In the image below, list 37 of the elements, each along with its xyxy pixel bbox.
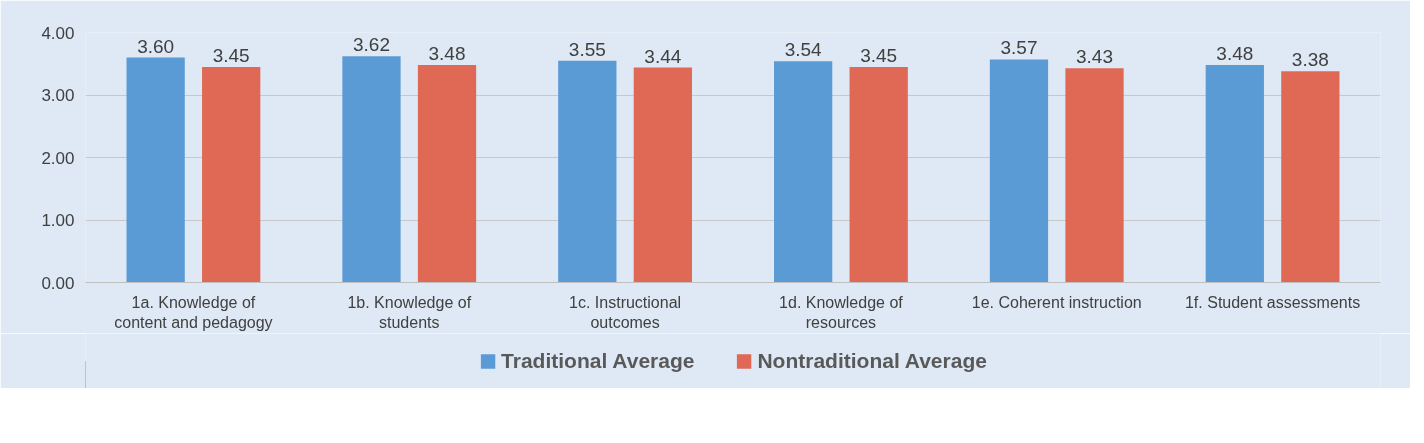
- data-label: 3.62: [352, 34, 390, 56]
- y-tick-label: 1.00: [41, 211, 75, 230]
- x-tick-label: 1f. Student assessments: [1184, 293, 1361, 311]
- y-tick-label: 2.00: [41, 148, 75, 168]
- x-tick-label: 1d. Knowledge of resources: [779, 293, 904, 331]
- bar: [989, 59, 1049, 283]
- bar: [849, 66, 908, 283]
- bar: [417, 65, 477, 283]
- x-tick-label: 1a. Knowledge of content and pedagogy: [114, 293, 273, 331]
- data-label: 3.54: [784, 39, 823, 61]
- data-label: 3.48: [1216, 43, 1254, 64]
- bar: [633, 67, 692, 283]
- y-tick-label: 4.00: [41, 23, 75, 43]
- data-label: 3.38: [1291, 49, 1329, 71]
- bar: [126, 57, 185, 283]
- data-label: 3.43: [1076, 46, 1114, 68]
- bar: [1205, 65, 1264, 283]
- data-label: 3.44: [644, 45, 682, 67]
- legend-label: Nontraditional Average: [757, 348, 987, 373]
- x-tick-label: 1b. Knowledge of students: [347, 293, 472, 331]
- legend-label: Traditional Average: [501, 348, 695, 373]
- x-tick-label: 1c. Instructional outcomes: [569, 293, 682, 331]
- x-tick-label: 1e. Coherent instruction: [971, 293, 1142, 311]
- bar: [202, 66, 261, 283]
- data-label: 3.57: [1000, 37, 1038, 59]
- data-label: 3.48: [428, 43, 466, 64]
- y-tick-label: 0.00: [41, 273, 75, 293]
- y-tick-label: 3.00: [41, 86, 75, 105]
- data-label: 3.55: [568, 38, 606, 60]
- bar: [342, 56, 401, 283]
- bar: [1281, 71, 1340, 283]
- bar: [558, 60, 617, 283]
- data-label: 3.60: [137, 35, 175, 57]
- data-label: 3.45: [860, 44, 898, 66]
- bar: [774, 61, 833, 283]
- bar: [1065, 68, 1124, 283]
- data-label: 3.45: [212, 44, 250, 66]
